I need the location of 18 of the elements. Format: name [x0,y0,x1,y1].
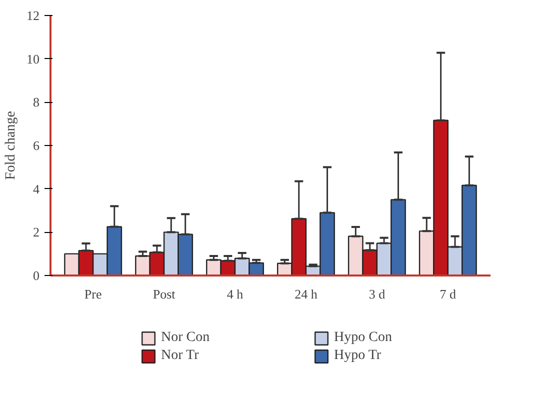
x-tick-label: Pre [84,286,102,302]
x-tick-label: 24 h [294,286,318,302]
x-tick-label: 3 d [368,286,386,302]
y-tick-label: 8 [33,94,40,110]
x-tick-label: 4 h [226,286,244,302]
legend-label: Nor Tr [161,348,200,364]
y-tick-label: 4 [33,181,40,196]
y-tick-label: 10 [26,51,40,66]
legend-label: Hypo Tr [334,348,382,364]
legend-label: Hypo Con [334,330,393,346]
x-tick-label: 7 d [440,286,457,302]
legend-label: Nor Con [161,330,211,346]
y-axis-title: Fold change [4,111,18,180]
y-tick-label: 12 [26,8,40,23]
x-tick-label: Post [152,286,176,302]
y-tick-label: 2 [33,224,40,240]
y-tick-label: 0 [33,268,40,283]
y-tick-label: 6 [33,138,40,153]
